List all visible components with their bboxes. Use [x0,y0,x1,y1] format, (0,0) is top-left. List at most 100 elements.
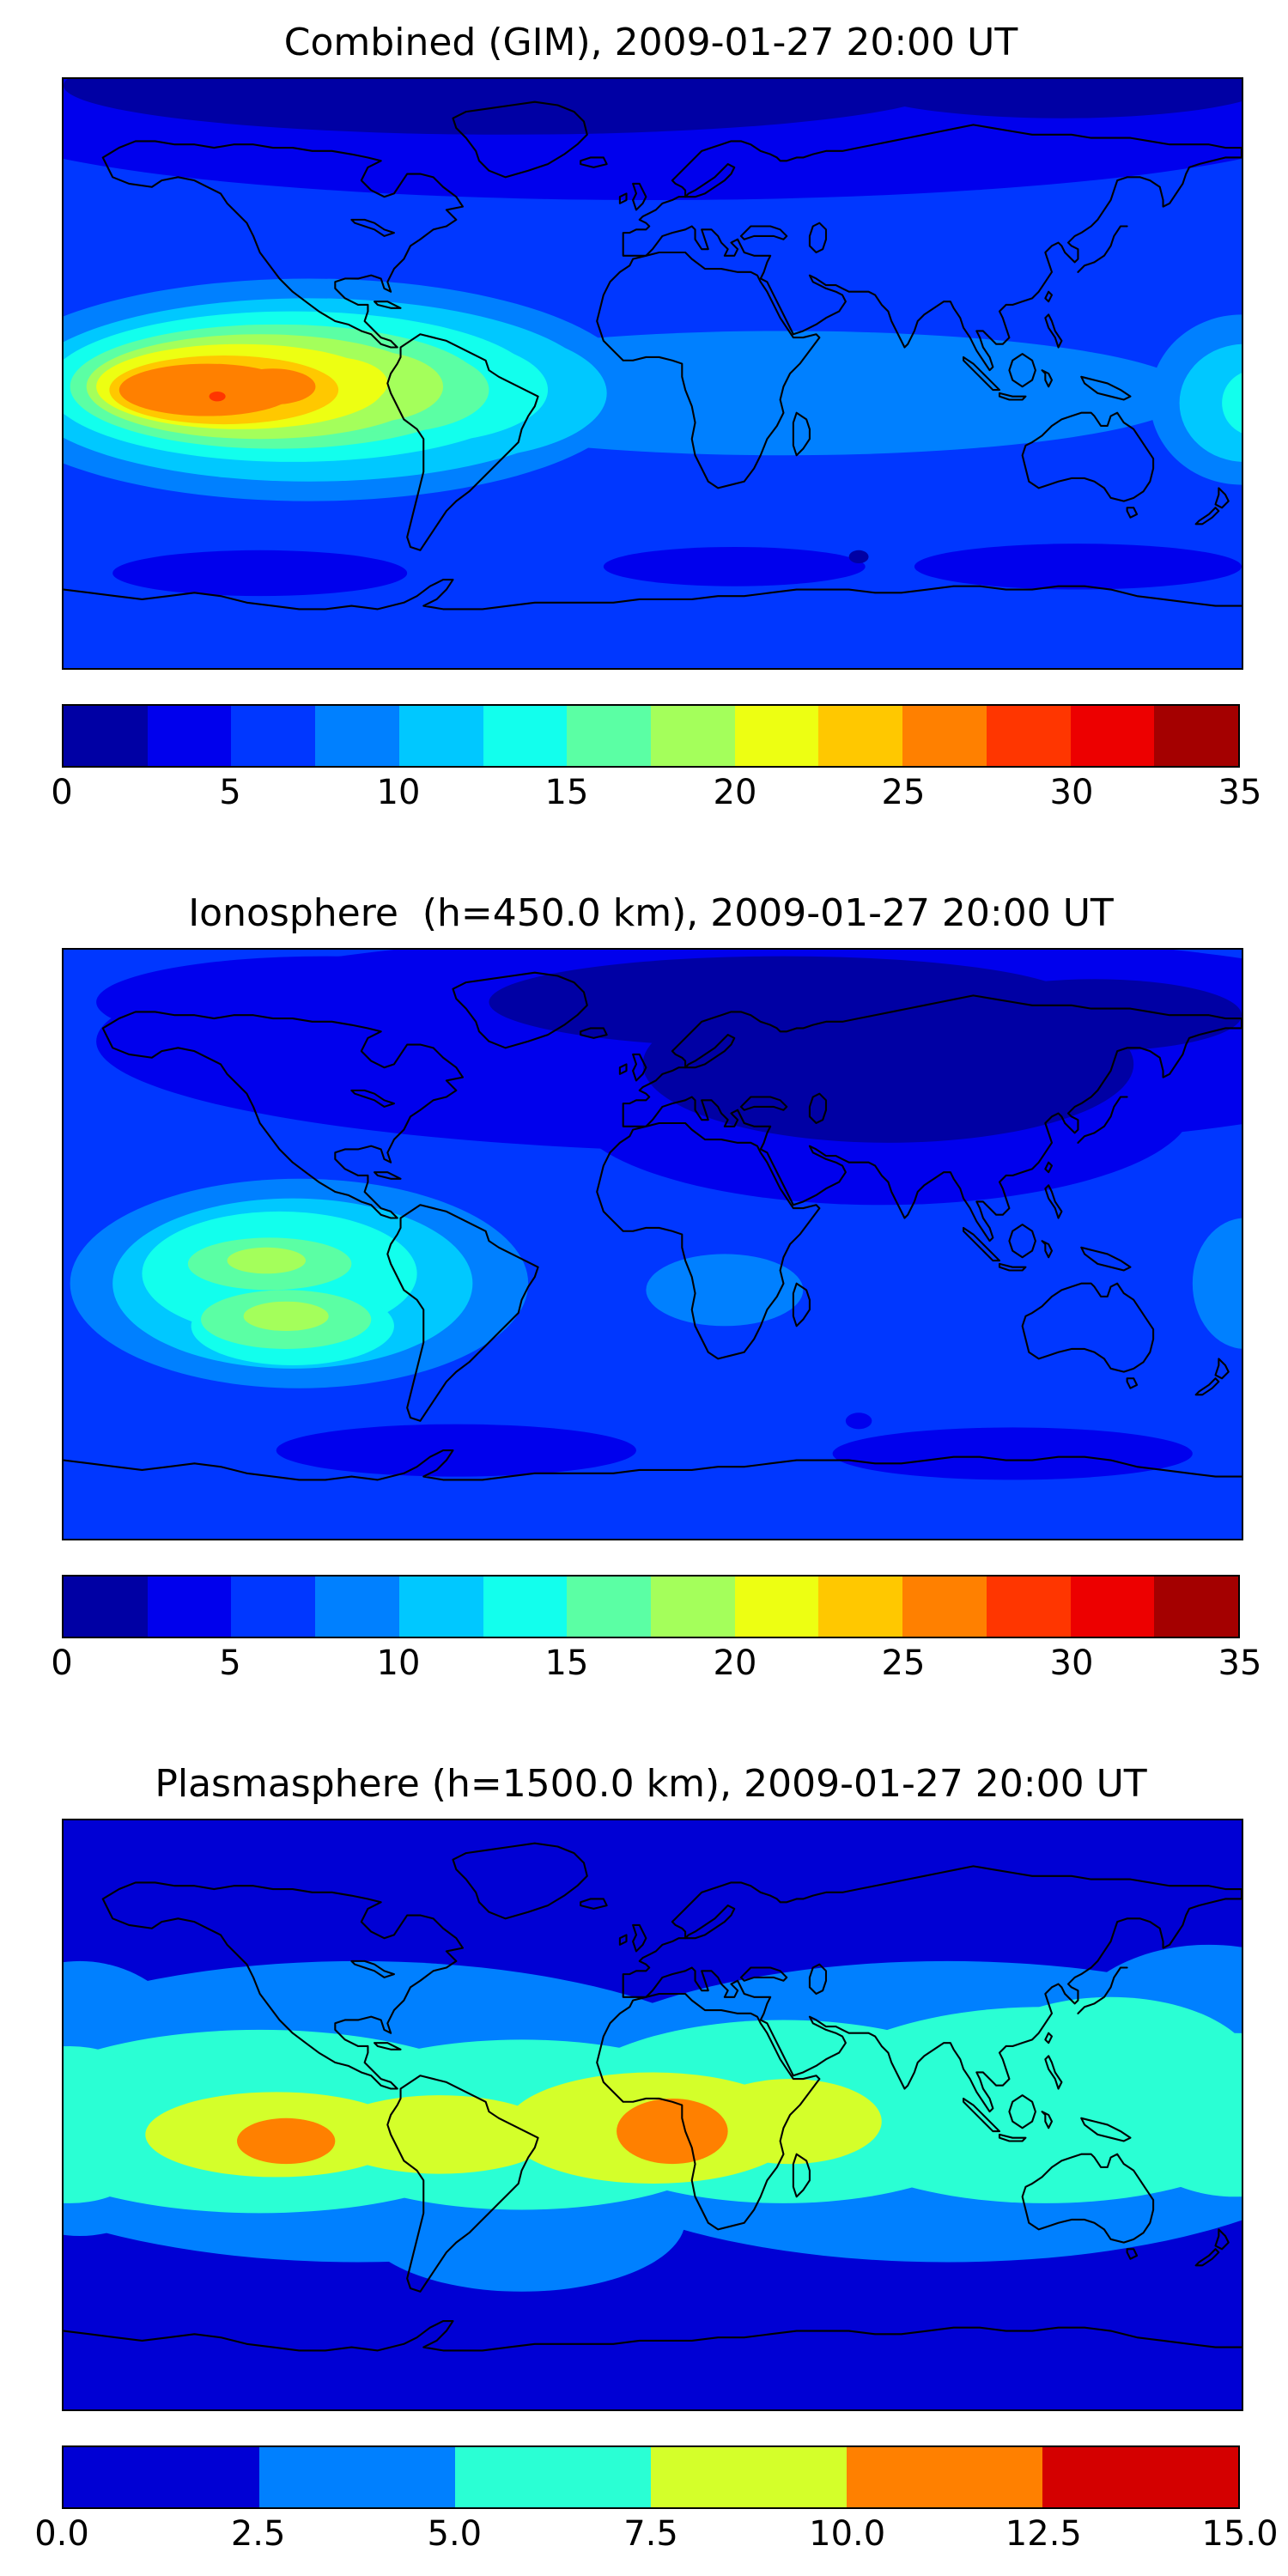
colorbar-segment [64,706,148,766]
colorbar-segment [147,706,232,766]
colorbar-combined: 0 5 10 15 20 25 30 35 [51,704,1261,814]
map-svg-ionosphere [64,950,1242,1539]
colorbar-tick-label: 15 [544,1643,589,1683]
colorbar-tick-label: 5 [219,773,241,812]
colorbar-tick-label: 15.0 [1201,2514,1279,2554]
colorbar-segment [818,1577,903,1637]
colorbar-tick-label: 10 [376,1643,421,1683]
map-svg-plasmasphere [64,1820,1242,2409]
colorbar-tick-row: 0.0 2.5 5.0 7.5 10.0 12.5 15.0 [34,2509,1278,2555]
colorbar-tick-label: 10.0 [809,2514,886,2554]
colorbar-tick-label: 0 [51,773,73,812]
colorbar-tick-label: 15 [544,773,589,812]
colorbar-segment [986,706,1071,766]
colorbar-tick-label: 2.5 [230,2514,286,2554]
colorbar-segment [398,706,483,766]
colorbar-segment [651,2447,847,2507]
colorbar-tick-label: 35 [1218,773,1262,812]
colorbar-segment [315,706,399,766]
contour-region [1179,343,1242,462]
colorbar-tick-row: 0 5 10 15 20 25 30 35 [51,1638,1261,1685]
colorbar-segment [734,1577,819,1637]
colorbar-segment [259,2447,455,2507]
colorbar-tick-label: 0 [51,1643,73,1683]
colorbar-segment [231,706,316,766]
contour-region [276,1424,636,1477]
colorbar-segment [1154,1577,1239,1637]
contour-region [848,79,1242,118]
colorbar-segment [315,1577,399,1637]
colorbar-tick-label: 25 [881,773,926,812]
colorbar-segment [902,706,987,766]
colorbar-bar [62,704,1240,768]
contour-region [845,1413,872,1430]
contour-region [603,546,866,586]
colorbar-segment [651,706,735,766]
contour-region [112,550,408,597]
colorbar-segment [1042,2447,1238,2507]
colorbar-segment [847,2447,1042,2507]
colorbar-segment [567,706,652,766]
colorbar-ionosphere: 0 5 10 15 20 25 30 35 [51,1575,1261,1685]
contour-region [1192,1218,1242,1349]
map-ionosphere [62,948,1243,1540]
colorbar-segment [902,1577,987,1637]
colorbar-segment [231,1577,316,1637]
colorbar-segment [818,706,903,766]
colorbar-tick-label: 12.5 [1005,2514,1082,2554]
colorbar-segment [455,2447,651,2507]
contour-region [947,979,1242,1052]
map-combined [62,77,1243,670]
colorbar-tick-label: 0.0 [34,2514,89,2554]
chart-title-ionosphere: Ionosphere (h=450.0 km), 2009-01-27 20:0… [188,891,1114,935]
colorbar-tick-label: 35 [1218,1643,1262,1683]
colorbar-segment [651,1577,735,1637]
colorbar-tick-label: 20 [713,773,757,812]
colorbar-segment [1154,706,1239,766]
colorbar-tick-label: 20 [713,1643,757,1683]
contour-fill-layer [64,1944,1242,2292]
contour-region [617,2098,728,2165]
colorbar-segment [483,1577,568,1637]
contour-fill-layer [70,950,1242,1480]
panel-combined: Combined (GIM), 2009-01-27 20:00 UT 0 5 10… [51,21,1261,814]
colorbar-plasmasphere: 0.0 2.5 5.0 7.5 10.0 12.5 15.0 [34,2445,1279,2555]
colorbar-tick-label: 5.0 [427,2514,483,2554]
contour-region [96,956,555,1048]
colorbar-tick-label: 25 [881,1643,926,1683]
chart-title-combined: Combined (GIM), 2009-01-27 20:00 UT [283,21,1018,64]
contour-region [848,550,869,564]
colorbar-tick-row: 0 5 10 15 20 25 30 35 [51,768,1261,814]
colorbar-segment [147,1577,232,1637]
colorbar-tick-label: 7.5 [623,2514,678,2554]
colorbar-segment [734,706,819,766]
contour-region [489,956,1078,1048]
contour-region [227,1247,307,1274]
contour-region [325,2095,555,2174]
colorbar-tick-label: 10 [376,773,421,812]
chart-title-plasmasphere: Plasmasphere (h=1500.0 km), 2009-01-27 2… [155,1762,1147,1806]
contour-region [209,391,226,402]
panel-plasmasphere: Plasmasphere (h=1500.0 km), 2009-01-27 2… [34,1762,1279,2555]
colorbar-segment [1070,1577,1155,1637]
colorbar-segment [398,1577,483,1637]
contour-region [832,1427,1193,1480]
colorbar-tick-label: 30 [1049,1643,1094,1683]
colorbar-tick-label: 5 [219,1643,241,1683]
colorbar-tick-label: 30 [1049,773,1094,812]
contour-region [646,1254,804,1327]
colorbar-segment [64,1577,148,1637]
contour-region [236,2117,336,2165]
contour-region [963,1996,1242,2154]
contour-region [1222,373,1242,434]
map-svg-combined [64,79,1242,668]
contour-region [243,1301,329,1331]
colorbar-segment [64,2447,259,2507]
contour-region [914,544,1242,590]
colorbar-bar [62,1575,1240,1638]
colorbar-segment [567,1577,652,1637]
panel-ionosphere: Ionosphere (h=450.0 km), 2009-01-27 20:0… [51,891,1261,1685]
contour-fill-layer [64,79,1242,597]
contour-region [64,2045,168,2203]
